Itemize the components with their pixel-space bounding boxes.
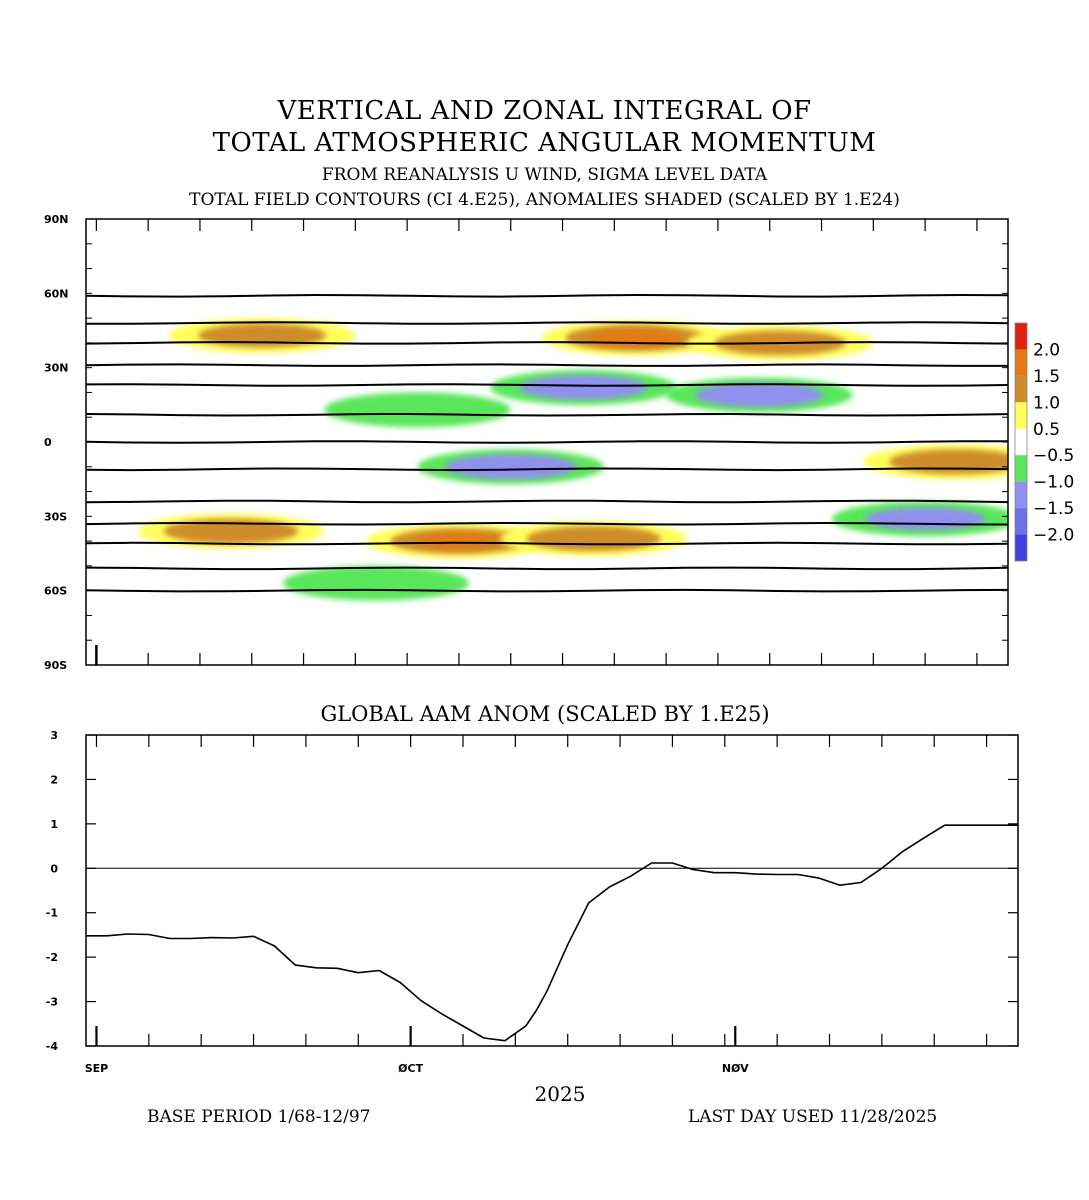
contour-line-0	[86, 293, 1008, 298]
colorbar-swatch	[1015, 508, 1027, 535]
contour-line-7	[86, 467, 1008, 472]
line-y-tick-label: 2	[50, 773, 58, 786]
line-x-month-label: SEP	[85, 1062, 109, 1075]
contour-line-3	[86, 363, 1008, 367]
colorbar-swatch	[1015, 534, 1027, 561]
colorbar-label: −0.5	[1033, 446, 1074, 466]
contour-line-9	[86, 521, 1008, 526]
anomaly-blob-8-level-1	[163, 518, 299, 544]
colorbar-label: −1.5	[1033, 499, 1074, 519]
anomaly-blob-7-level-1	[888, 449, 1008, 475]
line-y-tick-label: 3	[50, 729, 58, 742]
anomaly-heatmap	[137, 318, 1008, 601]
heatmap-axes: 90N 60N 30N 0 30S 60S 90S	[44, 213, 1008, 672]
heatmap-y-tick-label: 30N	[44, 362, 69, 375]
year-label: 2025	[534, 1082, 586, 1106]
anomaly-blob-4-level-1	[695, 382, 824, 407]
total-field-contours	[86, 293, 1008, 593]
colorbar-frame	[1014, 322, 1028, 562]
line-y-tick-label: 0	[50, 862, 58, 875]
heatmap-y-tick-label: 30S	[44, 510, 67, 523]
line-chart-title: GLOBAL AAM ANOM (SCALED BY 1.E25)	[320, 702, 769, 726]
colorbar-label: −2.0	[1033, 526, 1074, 546]
anomaly-blob-3-level-1	[519, 375, 648, 400]
contour-line-12	[86, 588, 1008, 593]
line-y-tick-label: -4	[46, 1040, 59, 1053]
anomaly-blob-5-level-0	[324, 392, 511, 428]
anomaly-blob-6-level-1	[444, 454, 577, 480]
chart-title-line1: VERTICAL AND ZONAL INTEGRAL OF	[277, 96, 812, 126]
anomaly-blob-11-level-1	[865, 507, 986, 530]
line-y-tick-label: -2	[46, 951, 58, 964]
heatmap-y-tick-label: 60S	[44, 585, 67, 598]
chart-subtitle-contours: TOTAL FIELD CONTOURS (CI 4.E25), ANOMALI…	[189, 190, 900, 210]
line-x-month-label: ØCT	[398, 1062, 423, 1075]
anomaly-blob-9-level-2	[414, 532, 504, 550]
contour-line-1	[86, 321, 1008, 325]
line-chart-axes: 3 2 1 0 -1 -2 -3 -4 SEP ØCT NØV	[46, 729, 1018, 1075]
contour-line-8	[86, 499, 1008, 504]
line-chart-series	[86, 824, 1018, 1042]
anomaly-blob-10-level-1	[526, 526, 661, 552]
colorbar-swatch	[1015, 323, 1027, 350]
chart-subtitle-source: FROM REANALYSIS U WIND, SIGMA LEVEL DATA	[321, 165, 768, 185]
colorbar-label: 0.5	[1033, 420, 1060, 440]
colorbar-label: 1.5	[1033, 367, 1060, 387]
contour-line-10	[86, 541, 1008, 546]
colorbar-swatch	[1015, 481, 1027, 509]
colorbar-label: −1.0	[1033, 473, 1074, 493]
line-y-tick-label: -1	[46, 907, 58, 920]
colorbar: 2.0 1.5 1.0 0.5 −0.5 −1.0 −1.5 −2.0	[1014, 322, 1074, 562]
line-y-tick-label: -3	[46, 996, 58, 1009]
chart-title-line2: TOTAL ATMOSPHERIC ANGULAR MOMENTUM	[212, 128, 877, 158]
colorbar-swatch	[1015, 402, 1027, 429]
heatmap-y-tick-label: 90S	[44, 659, 67, 672]
line-x-month-label: NØV	[722, 1062, 749, 1075]
colorbar-swatch	[1015, 375, 1027, 403]
heatmap-y-tick-label: 0	[44, 436, 52, 449]
anomaly-blob-12-level-0	[282, 565, 470, 601]
last-day-label: LAST DAY USED 11/28/2025	[688, 1107, 938, 1127]
contour-line-4	[86, 383, 1008, 387]
colorbar-swatch	[1015, 428, 1027, 456]
heatmap-y-tick-label: 90N	[44, 213, 69, 226]
contour-line-5	[86, 412, 1008, 417]
colorbar-label: 2.0	[1033, 340, 1060, 360]
aam-anomaly-series-line	[86, 824, 1018, 1042]
contour-line-6	[86, 440, 1008, 444]
line-chart-frame	[85, 734, 1019, 1047]
contour-line-2	[86, 341, 1008, 345]
colorbar-swatch	[1015, 455, 1027, 482]
base-period-label: BASE PERIOD 1/68-12/97	[147, 1107, 371, 1127]
colorbar-label: 1.0	[1033, 393, 1060, 413]
colorbar-swatch	[1015, 349, 1027, 376]
line-y-tick-label: 1	[50, 818, 58, 831]
contour-line-11	[86, 566, 1008, 571]
heatmap-y-tick-label: 60N	[44, 287, 69, 300]
